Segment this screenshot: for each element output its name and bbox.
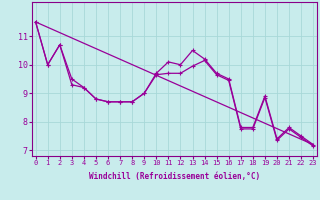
- X-axis label: Windchill (Refroidissement éolien,°C): Windchill (Refroidissement éolien,°C): [89, 172, 260, 181]
